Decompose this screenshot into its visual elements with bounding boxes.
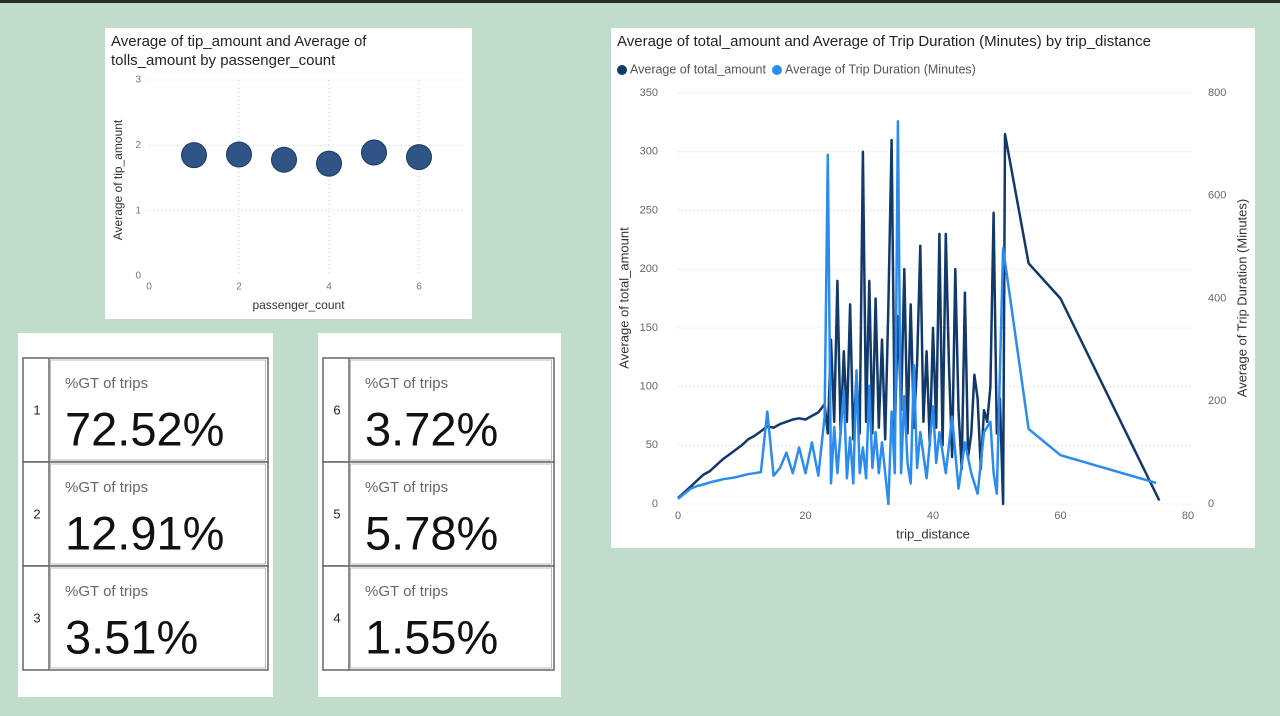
y-tick-label: 2 <box>135 140 141 151</box>
y-tick-label: 200 <box>640 263 658 275</box>
x-tick-label: 2 <box>236 282 242 293</box>
legend-marker <box>617 65 627 75</box>
x-tick-label: 60 <box>1054 510 1066 522</box>
card-value: 72.52% <box>65 402 224 455</box>
y-tick-label: 100 <box>640 380 658 392</box>
card-label: %GT of trips <box>65 375 148 392</box>
card-value: 3.72% <box>365 402 498 455</box>
y2-axis-label: Average of Trip Duration (Minutes) <box>1234 199 1249 397</box>
scatter-point <box>181 142 207 169</box>
scatter-point <box>406 144 432 171</box>
card-label: %GT of trips <box>365 479 448 496</box>
y-axis-label: Average of tip_amount <box>111 119 125 240</box>
scatter-point <box>271 146 297 173</box>
scatter-title: Average of tip_amount and Average of tol… <box>111 33 367 69</box>
card-inner <box>50 359 266 461</box>
card-index: 4 <box>333 610 340 625</box>
y-tick-label: 50 <box>646 439 658 451</box>
series-line <box>677 120 1157 506</box>
scatter-point <box>316 150 342 177</box>
x-tick-label: 4 <box>326 282 332 293</box>
card-cell <box>22 357 269 463</box>
y2-tick-label: 600 <box>1208 190 1226 202</box>
x-tick-label: 80 <box>1182 510 1194 522</box>
line-panel <box>611 28 1255 548</box>
card-index: 6 <box>333 402 340 417</box>
scatter-point <box>226 141 252 168</box>
card-value: 3.51% <box>65 610 198 663</box>
scatter-point <box>361 139 387 166</box>
x-tick-label: 0 <box>146 282 152 293</box>
card-cell <box>322 565 555 671</box>
card-inner <box>50 463 266 565</box>
y2-tick-label: 800 <box>1208 87 1226 99</box>
card-inner <box>50 567 266 669</box>
x-tick-label: 40 <box>927 510 939 522</box>
card-label: %GT of trips <box>65 479 148 496</box>
card-label: %GT of trips <box>365 583 448 600</box>
card-inner <box>350 567 552 669</box>
x-axis-label: trip_distance <box>896 526 970 541</box>
scatter-panel <box>105 28 472 319</box>
x-tick-label: 0 <box>675 510 681 522</box>
line-title: Average of total_amount and Average of T… <box>617 33 1151 50</box>
y2-tick-label: 200 <box>1208 395 1226 407</box>
y-tick-label: 350 <box>640 87 658 99</box>
card-label: %GT of trips <box>65 583 148 600</box>
card-index: 1 <box>33 402 40 417</box>
y-tick-label: 3 <box>135 75 141 86</box>
card-index: 3 <box>33 610 40 625</box>
card-cell <box>322 357 555 463</box>
y-tick-label: 250 <box>640 204 658 216</box>
card-index: 2 <box>33 506 40 521</box>
legend-label: Average of Trip Duration (Minutes) <box>785 62 976 76</box>
legend-label: Average of total_amount <box>630 62 767 76</box>
card-cell <box>22 565 269 671</box>
x-tick-label: 20 <box>799 510 811 522</box>
card-inner <box>350 359 552 461</box>
top-bar <box>0 0 1280 3</box>
y-tick-label: 300 <box>640 146 658 158</box>
x-axis-label: passenger_count <box>252 298 345 312</box>
card-value: 5.78% <box>365 506 498 559</box>
legend-marker <box>771 65 782 75</box>
y-axis-label: Average of total_amount <box>616 227 631 369</box>
card-label: %GT of trips <box>365 375 448 392</box>
card-cell <box>22 461 269 567</box>
x-tick-label: 6 <box>416 282 422 293</box>
y-tick-label: 150 <box>640 322 658 334</box>
card-value: 12.91% <box>65 506 224 559</box>
y-tick-label: 0 <box>652 498 658 510</box>
card-value: 1.55% <box>365 610 498 663</box>
y2-tick-label: 0 <box>1208 498 1214 510</box>
card-cell <box>322 461 555 567</box>
y-tick-label: 1 <box>135 205 141 216</box>
card-index: 5 <box>333 506 340 521</box>
card-inner <box>350 463 552 565</box>
y-tick-label: 0 <box>135 271 141 282</box>
y2-tick-label: 400 <box>1208 292 1226 304</box>
